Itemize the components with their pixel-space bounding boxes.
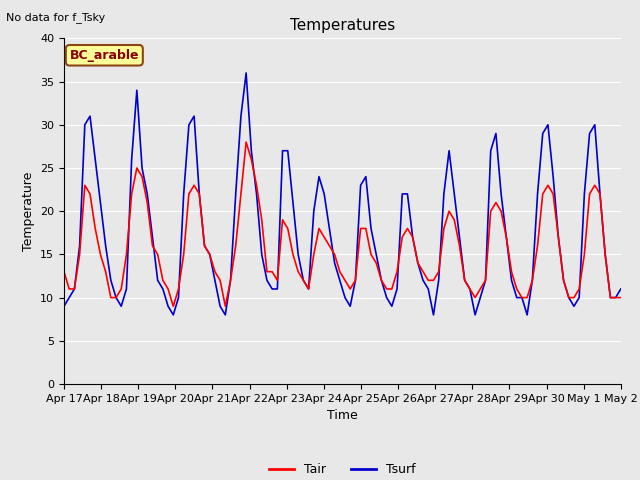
Tair: [117, 286, 125, 292]
Tsurf: [617, 286, 625, 292]
Tsurf: [243, 70, 250, 76]
Tsurf: [170, 312, 177, 318]
Tair: [617, 295, 625, 300]
Tair: [549, 191, 557, 197]
Y-axis label: Temperature: Temperature: [22, 171, 35, 251]
Line: Tair: Tair: [64, 142, 621, 306]
Tair: [170, 303, 177, 309]
Text: BC_arable: BC_arable: [70, 49, 139, 62]
Title: Temperatures: Temperatures: [290, 18, 395, 33]
Legend: Tair, Tsurf: Tair, Tsurf: [264, 458, 420, 480]
Tair: [560, 277, 568, 283]
Tsurf: [513, 295, 520, 300]
Text: No data for f_Tsky: No data for f_Tsky: [6, 12, 106, 23]
Tsurf: [549, 174, 557, 180]
Tsurf: [331, 260, 339, 266]
Tair: [148, 243, 156, 249]
Tair: [513, 286, 520, 292]
Tsurf: [117, 303, 125, 309]
X-axis label: Time: Time: [327, 409, 358, 422]
Tair: [331, 252, 339, 257]
Tsurf: [560, 277, 568, 283]
Tair: [60, 269, 68, 275]
Tsurf: [148, 234, 156, 240]
Tair: [243, 139, 250, 145]
Tsurf: [60, 303, 68, 309]
Line: Tsurf: Tsurf: [64, 73, 621, 315]
